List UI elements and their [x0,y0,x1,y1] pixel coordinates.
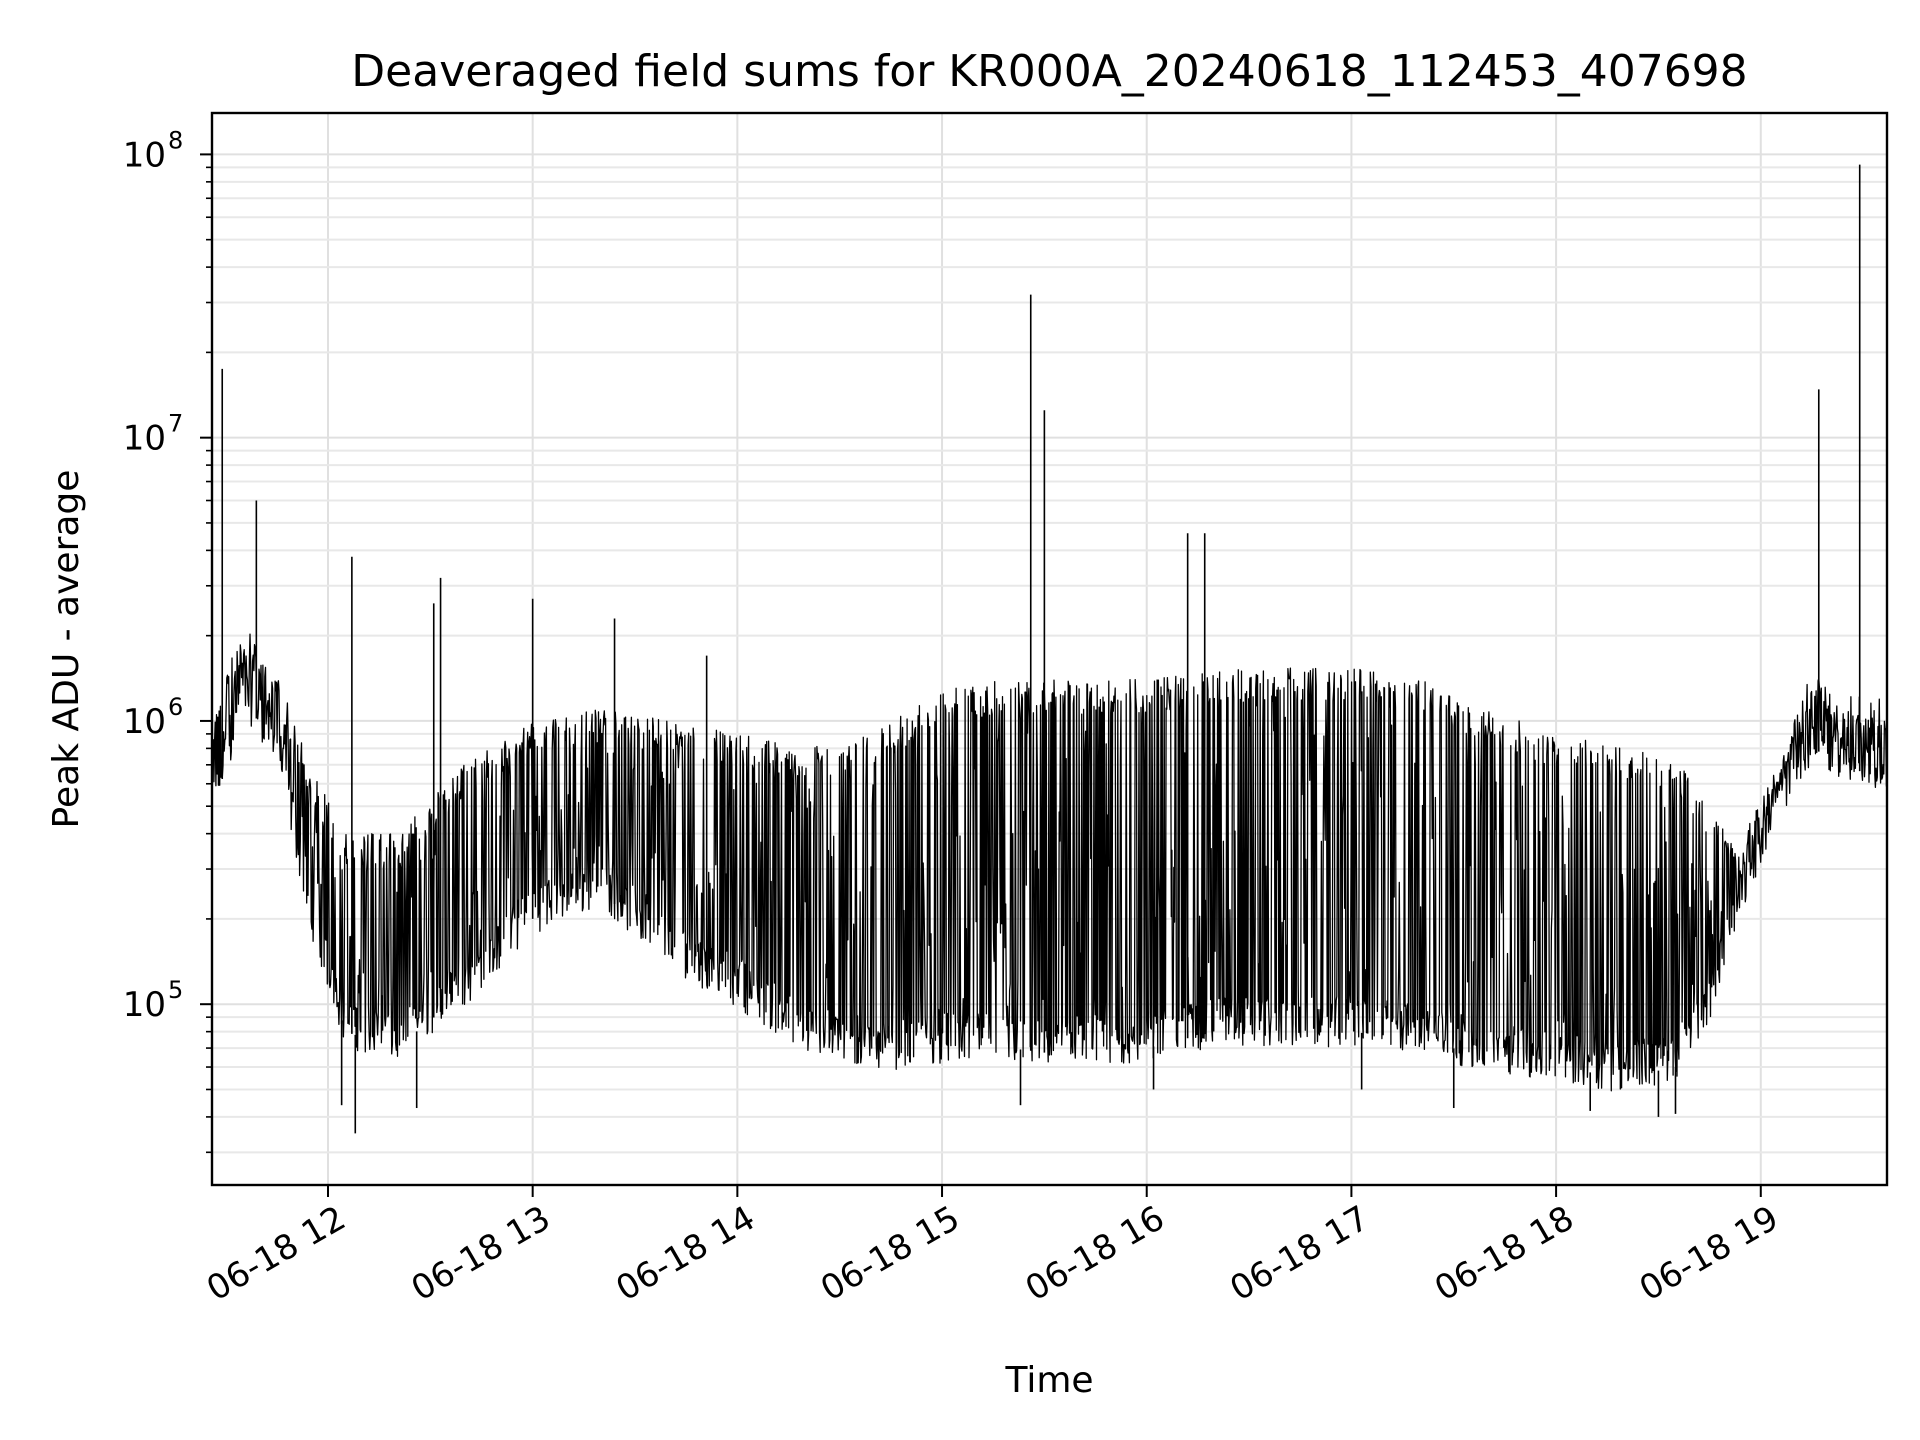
x-tick-label: 06-18 19 [1633,1198,1785,1309]
x-tick-label: 06-18 14 [609,1198,761,1309]
x-tick-label: 06-18 15 [814,1198,966,1309]
x-tick-label: 06-18 17 [1224,1198,1376,1309]
y-axis-title: Peak ADU - average [46,470,87,829]
x-tick-label: 06-18 13 [405,1198,557,1309]
y-tick-exponent: 6 [168,693,183,721]
y-tick-exponent: 8 [168,126,183,154]
x-axis-title: Time [1004,1360,1093,1401]
y-tick-label: 10 [123,985,166,1025]
series-line [212,633,1887,1092]
series-layer [212,164,1887,1134]
plot-frame [210,111,1889,1187]
y-tick-exponent: 5 [168,976,183,1004]
y-tick-label: 10 [123,135,166,175]
y-tick-label: 10 [123,702,166,742]
x-axis: 06-18 12 06-18 13 06-18 14 06-18 15 06-18 16… [200,1185,1785,1309]
x-tick-label: 06-18 18 [1428,1198,1580,1309]
x-tick-label: 06-18 16 [1019,1198,1171,1309]
y-tick-label: 10 [123,419,166,459]
y-tick-exponent: 7 [168,410,183,438]
chart-title: Deaveraged field sums for KR000A_2024061… [351,46,1747,97]
x-tick-label: 06-18 12 [200,1198,352,1309]
